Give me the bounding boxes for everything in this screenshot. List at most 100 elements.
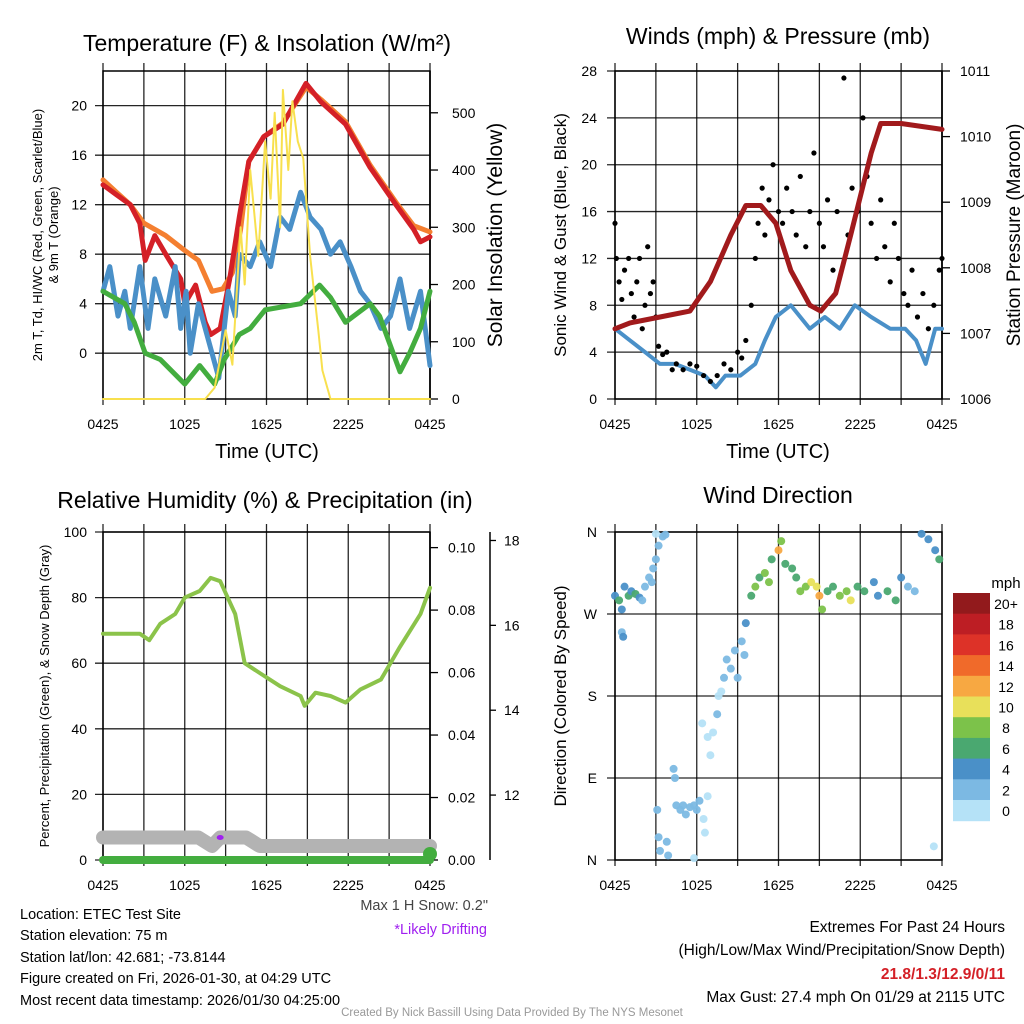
wind-direction-point	[815, 591, 824, 600]
wind-direction-point	[722, 655, 731, 664]
created-text: Figure created on Fri, 2026-01-30, at 04…	[20, 971, 332, 987]
wind-direction-point	[807, 578, 816, 587]
legend-label: 12	[998, 679, 1014, 695]
gust-point	[824, 197, 831, 203]
legend-swatch	[953, 737, 990, 760]
wind-direction-point	[664, 851, 673, 860]
y-tick-label: W	[584, 606, 598, 622]
wind-direction-point	[924, 535, 933, 544]
right-y-tick-label: 1008	[960, 260, 991, 276]
gust-point	[784, 185, 790, 191]
gust-point	[797, 173, 803, 180]
gust-point	[612, 220, 618, 226]
legend-swatch	[953, 655, 990, 677]
gust-point	[920, 290, 926, 297]
credit-text: Created By Nick Bassill Using Data Provi…	[341, 1007, 683, 1019]
wind-direction-point	[640, 582, 649, 591]
legend-swatch	[953, 717, 990, 739]
gust-point	[680, 367, 686, 373]
legend-swatch	[953, 758, 990, 780]
x-tick-label: 1025	[681, 416, 712, 432]
y-tick-label: 20	[581, 157, 597, 173]
likely-drifting-marker	[216, 835, 224, 841]
max-snow-text: Max 1 H Snow: 0.2"	[360, 898, 488, 914]
wind-direction-point	[869, 578, 878, 587]
gust-point	[626, 255, 632, 262]
y-tick-label: 24	[581, 110, 597, 126]
gust-point	[616, 279, 622, 285]
legend-label: 14	[998, 658, 1014, 674]
wind-direction-point	[699, 815, 708, 823]
wind-direction-point	[755, 573, 764, 582]
gust-point	[891, 220, 897, 226]
legend-swatch	[953, 800, 990, 822]
wind-direction-point	[703, 733, 712, 741]
y-tick-label: 0	[589, 391, 597, 407]
wind-direction-point	[661, 530, 670, 539]
relative-humidity-line	[101, 575, 432, 708]
timestamp-text: Most recent data timestamp: 2026/01/30 0…	[20, 993, 341, 1009]
snow-axis-tick-label: 18	[504, 532, 520, 548]
wind-direction-point	[720, 673, 728, 682]
gust-point	[830, 267, 836, 273]
gust-point	[759, 185, 765, 191]
extremes-values: 21.8/1.3/12.9/0/11	[880, 966, 1005, 983]
right-y-tick-label: 1007	[960, 325, 991, 341]
y-tick-label: S	[588, 688, 597, 704]
right-y-tick-label: 1010	[960, 129, 991, 145]
gust-point	[803, 244, 809, 250]
gust-point	[762, 232, 768, 238]
wind-direction-point	[781, 559, 790, 568]
y-tick-label: 4	[589, 344, 597, 360]
wind-direction-point	[823, 587, 832, 596]
x-tick-label: 1625	[251, 877, 282, 893]
legend-label: 8	[1002, 720, 1010, 736]
legend-label: 20+	[994, 596, 1018, 612]
gust-point	[868, 220, 874, 226]
gust-point	[878, 197, 884, 203]
right-y-tick-label: 0.08	[448, 602, 475, 618]
x-tick-label: 1625	[763, 416, 794, 432]
y-tick-label: 28	[581, 63, 597, 79]
wind-direction-point	[670, 774, 679, 782]
gust-point	[619, 296, 625, 303]
x-tick-label: 0425	[926, 416, 957, 432]
rh-ylabel: Percent, Precipitation (Green), & Snow D…	[37, 545, 52, 848]
wind-direction-point	[747, 591, 756, 600]
gust-point	[779, 220, 786, 226]
y-tick-label: 80	[71, 590, 87, 606]
wind-direction-point	[801, 582, 810, 591]
gust-point	[793, 232, 799, 238]
gust-point	[766, 197, 772, 203]
wind-direction-point	[818, 605, 827, 614]
legend-label: 0	[1002, 803, 1010, 819]
y-tick-label: 0	[79, 345, 87, 361]
gust-point	[849, 185, 855, 191]
gust-point	[909, 267, 915, 273]
gust-point	[721, 361, 727, 367]
wind-xlabel: Time (UTC)	[726, 441, 830, 463]
snow-axis-tick-label: 12	[504, 787, 520, 803]
wind-ylabel: Sonic Wind & Gust (Blue, Black)	[551, 113, 570, 357]
temp-chart-title: Temperature (F) & Insolation (W/m²)	[82, 30, 452, 56]
gust-point	[642, 302, 648, 308]
right-y-tick-label: 0.00	[448, 852, 475, 868]
gust-point	[687, 361, 693, 367]
wind-direction-point	[788, 564, 797, 573]
wind-direction-point	[777, 537, 786, 546]
wind-direction-point	[620, 582, 629, 591]
right-y-tick-label: 0.10	[448, 540, 475, 556]
gust-point	[939, 255, 945, 262]
solar-ylabel: Solar Insolation (Yellow)	[484, 123, 507, 348]
wind-direction-point	[669, 764, 678, 773]
legend-label: 6	[1002, 741, 1010, 757]
wind-direction-point	[929, 842, 938, 851]
wind-direction-point	[737, 637, 746, 646]
wind-direction-point	[726, 664, 735, 673]
gust-point	[673, 361, 679, 367]
direction-chart-title: Wind Direction	[703, 482, 853, 508]
gust-point	[700, 372, 707, 379]
wind-direction-point	[654, 541, 663, 550]
wind-direction-point	[792, 573, 801, 582]
